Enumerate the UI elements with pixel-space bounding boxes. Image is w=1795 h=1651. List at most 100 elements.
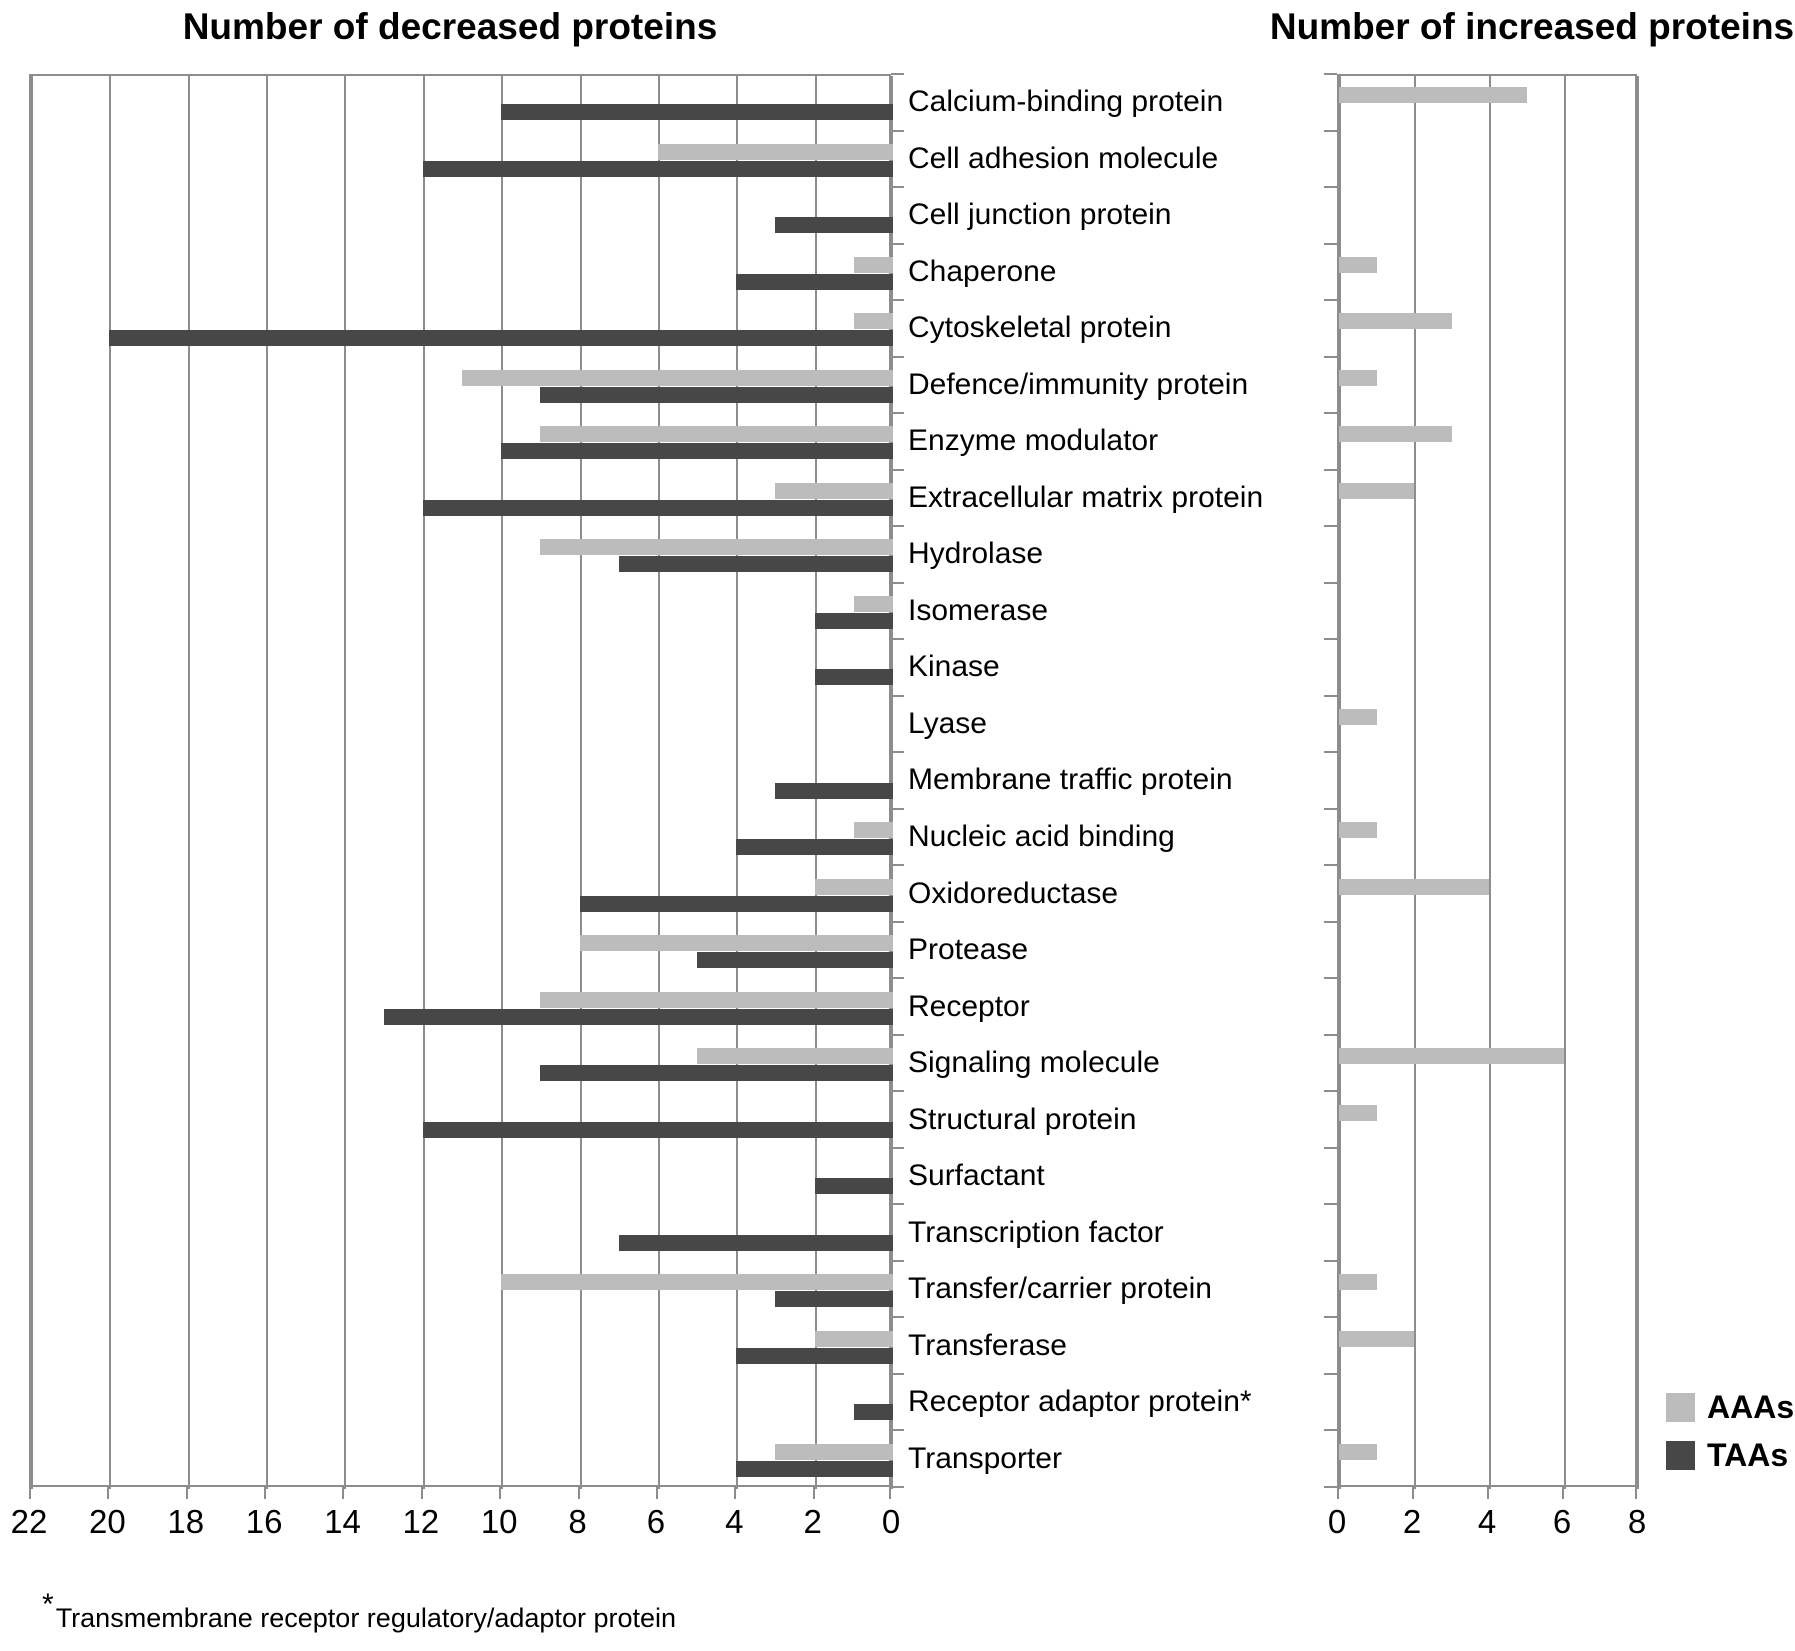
footnote-asterisk: *: [42, 1588, 54, 1621]
x-tick-label: 20: [89, 1503, 126, 1540]
category-axis-tick: [891, 581, 904, 584]
bar-aaas-decreased: [501, 1274, 893, 1291]
category-label: Receptor adaptor protein*: [908, 1385, 1252, 1419]
bar-aaas-decreased: [697, 1048, 893, 1065]
bar-taas-decreased: [618, 1234, 893, 1251]
increased-plot-area: [1337, 74, 1639, 1489]
x-tick-label: 2: [803, 1503, 822, 1540]
category-axis-tick: [1324, 1203, 1337, 1206]
gridline: [344, 76, 347, 1489]
gridline: [1339, 76, 1341, 1489]
category-axis-tick: [891, 73, 904, 75]
decreased-chart-title: Number of decreased proteins: [182, 6, 718, 47]
category-axis-tick: [891, 525, 904, 528]
category-axis-tick: [891, 468, 904, 471]
category-label: Cytoskeletal protein: [908, 311, 1172, 345]
x-tick-label: 0: [881, 1503, 901, 1540]
category-axis-tick: [891, 1316, 904, 1319]
bar-aaas-decreased: [814, 878, 893, 895]
legend-label-taas: TAAs: [1707, 1437, 1789, 1473]
category-label: Extracellular matrix protein: [908, 480, 1264, 514]
bar-taas-decreased: [422, 499, 893, 516]
x-tick-label: 18: [167, 1503, 205, 1540]
x-axis-tick: [734, 1487, 737, 1499]
x-tick-label: 8: [568, 1503, 587, 1540]
category-axis-tick: [1324, 1090, 1337, 1093]
legend-item-taas: TAAs: [1666, 1437, 1789, 1473]
gridline: [266, 76, 269, 1489]
bar-aaas-decreased: [853, 822, 893, 839]
x-axis-tick: [342, 1487, 345, 1499]
gridline: [109, 76, 112, 1489]
x-axis-tick: [812, 1487, 815, 1499]
x-axis-tick: [1412, 1487, 1414, 1499]
footnote-text: Transmembrane receptor regulatory/adapto…: [55, 1603, 677, 1633]
category-label: Receptor: [908, 989, 1030, 1023]
bar-aaas-increased: [1339, 822, 1377, 839]
category-axis-tick: [891, 242, 904, 245]
x-tick-label: 6: [646, 1503, 666, 1540]
x-tick-label: 12: [402, 1503, 440, 1540]
bar-taas-decreased: [501, 443, 893, 460]
category-label: Protease: [908, 933, 1029, 967]
bar-taas-decreased: [736, 273, 893, 290]
bar-taas-decreased: [736, 1460, 893, 1477]
category-label: Transfer/carrier protein: [908, 1272, 1212, 1306]
category-axis-tick: [891, 807, 904, 810]
category-label: Cell adhesion molecule: [908, 141, 1219, 175]
category-label: Enzyme modulator: [908, 424, 1159, 458]
bar-taas-decreased: [383, 1008, 893, 1025]
bar-taas-decreased: [775, 1291, 893, 1308]
x-axis-tick: [1635, 1487, 1637, 1499]
category-axis-tick: [1324, 807, 1337, 810]
category-axis-tick: [1324, 129, 1337, 132]
x-axis-tick: [1337, 1487, 1339, 1499]
gridline: [187, 76, 190, 1489]
x-tick-label: 10: [480, 1503, 518, 1540]
gridline: [1414, 76, 1416, 1489]
bar-taas-decreased: [736, 839, 893, 856]
x-tick-label: 4: [1477, 1503, 1497, 1540]
x-axis-tick: [1562, 1487, 1564, 1499]
category-axis-tick: [891, 1429, 904, 1432]
category-label: Transferase: [908, 1328, 1067, 1362]
x-tick-label: 6: [1552, 1503, 1572, 1540]
category-label: Structural protein: [908, 1102, 1137, 1136]
bar-taas-decreased: [579, 895, 893, 912]
gridline: [31, 76, 33, 1489]
category-axis-tick: [891, 977, 904, 980]
x-axis-tick: [499, 1487, 502, 1499]
category-axis-tick: [1324, 977, 1337, 980]
bar-aaas-decreased: [540, 426, 893, 443]
decreased-plot-area: [29, 74, 893, 1489]
category-axis-tick: [1324, 525, 1337, 528]
bar-aaas-increased: [1339, 256, 1377, 273]
gridline: [422, 76, 425, 1489]
category-axis-tick: [891, 412, 904, 415]
category-axis-tick: [1324, 638, 1337, 641]
category-axis-tick: [1324, 412, 1337, 415]
category-axis-tick: [891, 355, 904, 358]
category-axis-tick: [891, 751, 904, 754]
category-label: Isomerase: [908, 593, 1049, 627]
category-label: Transporter: [908, 1441, 1062, 1475]
bar-aaas-decreased: [657, 143, 893, 160]
bar-taas-decreased: [501, 104, 893, 121]
category-axis-tick: [891, 1486, 904, 1488]
footnote: *Transmembrane receptor regulatory/adapt…: [42, 1588, 677, 1635]
bar-aaas-increased: [1339, 369, 1377, 386]
bar-aaas-increased: [1339, 426, 1452, 443]
taas-swatch-icon: [1666, 1441, 1695, 1470]
bar-taas-decreased: [736, 1347, 893, 1364]
category-axis-tick: [1324, 864, 1337, 867]
category-label: Hydrolase: [908, 537, 1044, 571]
category-label: Surfactant: [908, 1159, 1045, 1193]
category-axis-tick: [1324, 1429, 1337, 1432]
x-tick-label: 8: [1627, 1503, 1647, 1540]
bar-taas-decreased: [775, 217, 893, 234]
category-axis-tick: [1324, 1486, 1337, 1488]
bar-aaas-increased: [1339, 878, 1489, 895]
category-axis-tick: [1324, 1146, 1337, 1149]
x-axis-tick: [889, 1487, 891, 1499]
